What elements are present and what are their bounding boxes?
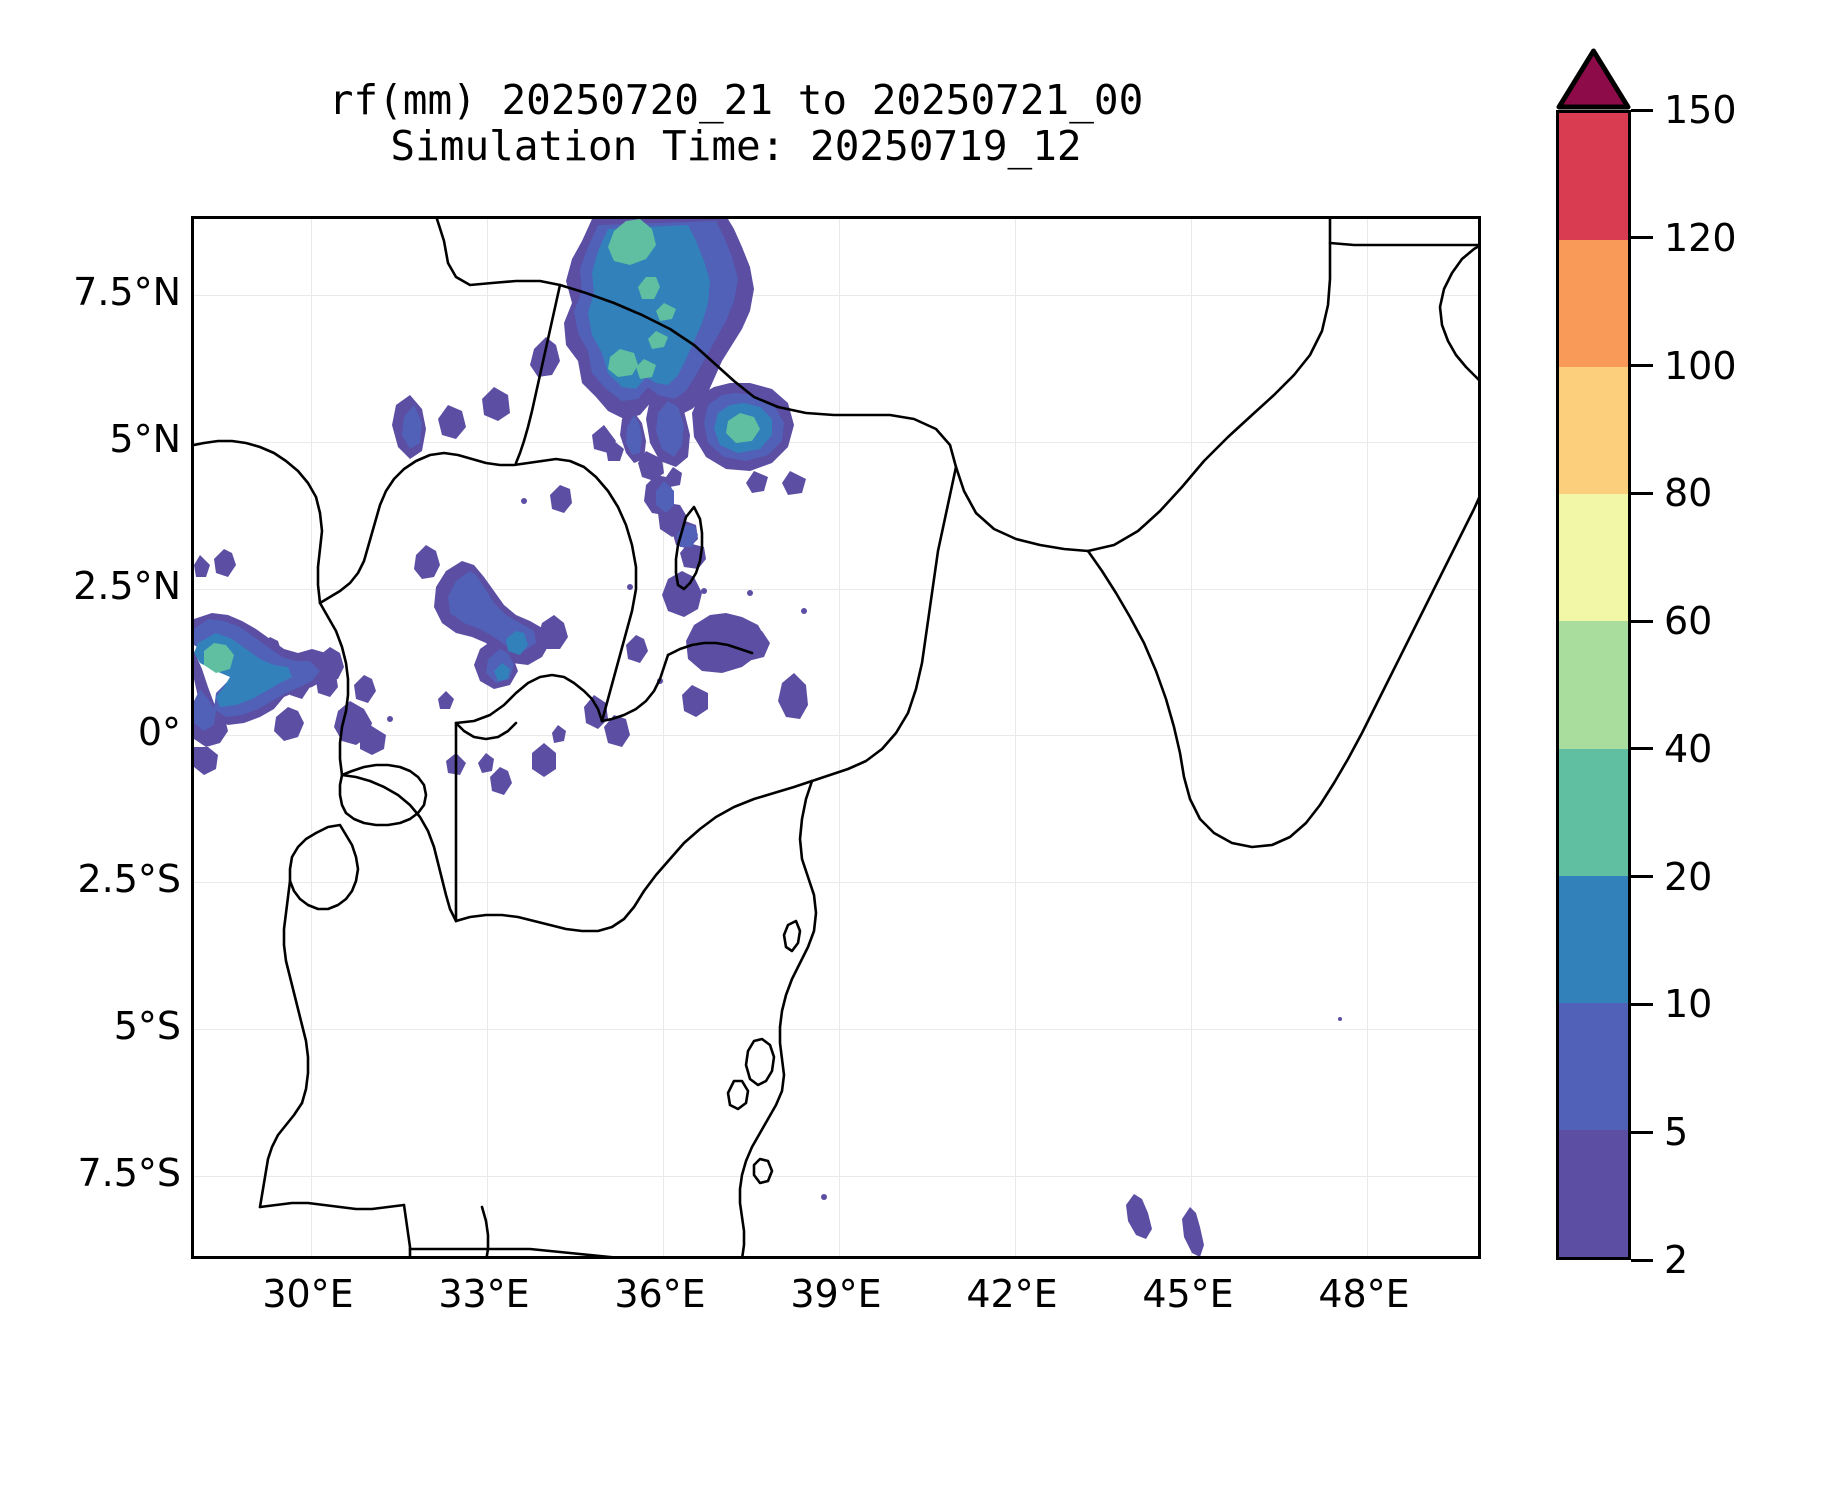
colorbar-tick-120 — [1631, 236, 1653, 240]
colorbar-tick-5 — [1631, 1130, 1653, 1134]
colorbar-label-40: 40 — [1664, 726, 1713, 771]
ytick-label-2p5S: 2.5°S — [77, 857, 181, 901]
gridline-lon-36 — [663, 219, 664, 1256]
gridline-lat-7p5S — [194, 1176, 1478, 1177]
colorbar-tick-40 — [1631, 747, 1653, 751]
map-plot-area[interactable] — [191, 216, 1481, 1259]
colorbar-tick-60 — [1631, 619, 1653, 623]
colorbar-segment-10-20 — [1559, 875, 1628, 1003]
colorbar-segment-40-60 — [1559, 621, 1628, 749]
xtick-label-45E: 45°E — [1142, 1272, 1234, 1316]
colorbar-segment-20-40 — [1559, 748, 1628, 876]
ytick-label-7p5S: 7.5°S — [77, 1151, 181, 1195]
colorbar-tick-150 — [1631, 108, 1653, 112]
colorbar-tick-10 — [1631, 1002, 1653, 1006]
colorbar-tick-80 — [1631, 491, 1653, 495]
rainfall-contour-field — [194, 219, 1342, 1256]
country-borders-overlay — [194, 219, 1478, 1256]
xtick-label-48E: 48°E — [1318, 1272, 1410, 1316]
colorbar-segment-120-150 — [1559, 113, 1628, 241]
colorbar-segment-5-10 — [1559, 1002, 1628, 1130]
colorbar-label-5: 5 — [1664, 1110, 1689, 1155]
title-line-simulation-time: Simulation Time: 20250719_12 — [390, 121, 1082, 170]
xtick-label-39E: 39°E — [790, 1272, 882, 1316]
colorbar-label-100: 100 — [1664, 343, 1737, 388]
ytick-label-5N: 5°N — [109, 417, 181, 461]
xtick-label-33E: 33°E — [438, 1272, 530, 1316]
map-inner — [194, 219, 1478, 1256]
colorbar-label-20: 20 — [1664, 854, 1713, 899]
gridline-lat-7p5N — [194, 295, 1478, 296]
colorbar-label-150: 150 — [1664, 88, 1737, 132]
xtick-label-42E: 42°E — [966, 1272, 1058, 1316]
gridline-lon-45 — [1191, 219, 1192, 1256]
colorbar-tick-2 — [1631, 1258, 1653, 1262]
colorbar-segment-100-120 — [1559, 240, 1628, 368]
colorbar-label-80: 80 — [1664, 471, 1713, 516]
colorbar-label-2: 2 — [1664, 1238, 1689, 1282]
title-line-variable-period: rf(mm) 20250720_21 to 20250721_00 — [328, 76, 1144, 124]
colorbar-over-arrow — [1556, 48, 1631, 110]
gridline-lon-30 — [311, 219, 312, 1256]
gridline-lon-42 — [1015, 219, 1016, 1256]
colorbar-segment-2-5 — [1559, 1129, 1628, 1257]
colorbar-segment-60-80 — [1559, 494, 1628, 622]
colorbar-tick-100 — [1631, 364, 1653, 368]
ytick-label-5S: 5°S — [113, 1004, 181, 1048]
colorbar[interactable]: 150 120 100 80 60 40 20 10 5 2 — [1556, 48, 1786, 1282]
colorbar-label-60: 60 — [1664, 599, 1713, 644]
xtick-label-30E: 30°E — [262, 1272, 354, 1316]
figure-title: rf(mm) 20250720_21 to 20250721_00 Simula… — [191, 76, 1281, 170]
colorbar-segment-80-100 — [1559, 367, 1628, 495]
colorbar-tick-20 — [1631, 875, 1653, 879]
gridline-lon-39 — [839, 219, 840, 1256]
gridline-lat-2p5S — [194, 882, 1478, 883]
xtick-label-36E: 36°E — [614, 1272, 706, 1316]
gridline-lat-5S — [194, 1029, 1478, 1030]
ytick-label-2p5N: 2.5°N — [73, 564, 181, 608]
gridline-lat-2p5N — [194, 589, 1478, 590]
gridline-lon-48 — [1367, 219, 1368, 1256]
colorbar-gradient[interactable] — [1556, 110, 1631, 1260]
ytick-label-0: 0° — [137, 710, 181, 754]
gridline-lat-5N — [194, 442, 1478, 443]
ytick-label-7p5N: 7.5°N — [73, 270, 181, 314]
colorbar-label-10: 10 — [1664, 982, 1713, 1027]
colorbar-label-120: 120 — [1664, 215, 1737, 260]
gridline-lat-0 — [194, 735, 1478, 736]
